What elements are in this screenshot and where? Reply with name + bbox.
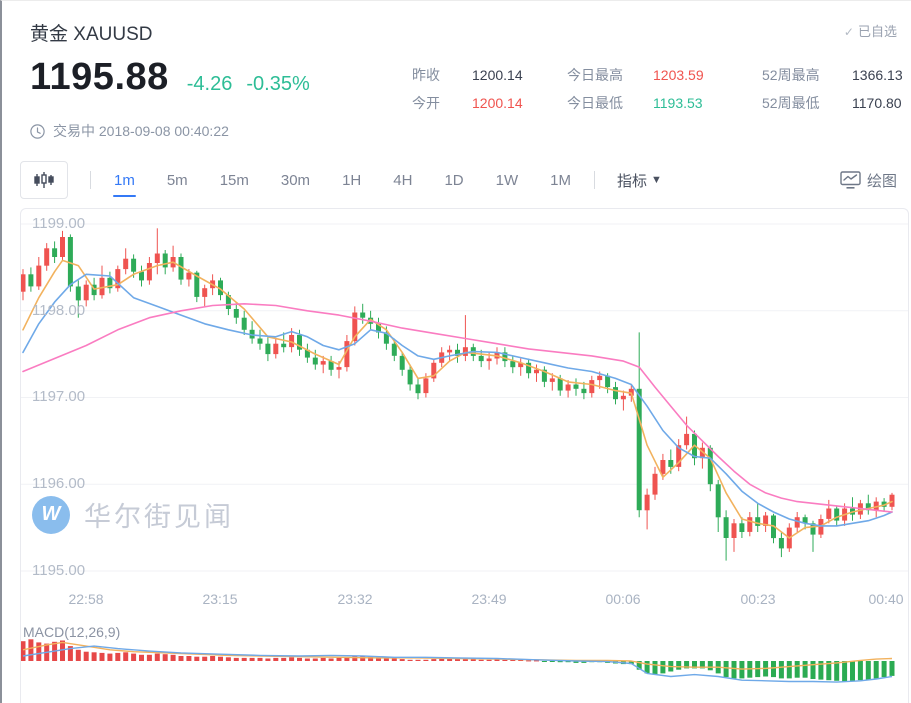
stat-open: 今开 1200.14 [412, 89, 523, 117]
stat-label: 今开 [412, 95, 440, 111]
tab-30m[interactable]: 30m [280, 171, 311, 189]
y-axis-tick: 1199.00 [32, 215, 86, 232]
market-status: 交易中 2018-09-08 00:40:22 [30, 121, 229, 141]
chart-toolbar: 1m 5m 15m 30m 1H 4H 1D 1W 1M 指标 ▼ 绘图 [20, 159, 897, 201]
y-axis-tick: 1198.00 [32, 302, 86, 319]
x-axis-tick: 23:49 [471, 591, 507, 607]
tab-1w[interactable]: 1W [495, 171, 519, 189]
stat-day-high: 今日最高 1203.59 [567, 61, 704, 89]
watermark-text: 华尔街见闻 [84, 502, 234, 532]
stat-label: 52周最低 [762, 95, 820, 111]
divider [593, 171, 595, 189]
page-title: 黄金 XAUUSD [30, 24, 153, 45]
chart-type-button[interactable] [20, 161, 68, 199]
tab-1d[interactable]: 1D [444, 171, 464, 189]
watermark: W 华尔街见闻 [32, 495, 234, 534]
stat-value: 1366.13 [852, 67, 903, 83]
tab-15m[interactable]: 15m [219, 171, 249, 189]
x-axis-tick: 22:58 [68, 591, 104, 607]
timeframe-tabs: 1m 5m 15m 30m 1H 4H 1D 1W 1M [113, 166, 572, 197]
x-axis-tick: 00:06 [605, 591, 641, 607]
stat-label: 今日最高 [567, 67, 623, 83]
chevron-down-icon: ▼ [650, 174, 662, 186]
stat-prev-close: 昨收 1200.14 [412, 61, 523, 89]
x-axis-tick: 23:15 [202, 591, 238, 607]
last-price: 1195.88 [30, 56, 169, 98]
stat-value: 1170.80 [852, 95, 902, 111]
stat-52w-high: 52周最高 1366.13 [762, 61, 903, 89]
stat-value: 1200.14 [472, 95, 523, 111]
indicator-dropdown[interactable]: 指标 ▼ [617, 170, 662, 191]
price-change-pct: -0.35% [246, 73, 310, 95]
tab-1h[interactable]: 1H [342, 171, 362, 189]
tab-1mo[interactable]: 1M [550, 171, 571, 189]
stat-value: 1200.14 [472, 67, 523, 83]
stat-label: 52周最高 [762, 67, 820, 83]
price-change: -4.26 [186, 73, 233, 95]
candlestick-icon [34, 172, 54, 188]
stat-value: 1193.53 [653, 95, 703, 111]
macd-indicator-label: MACD(12,26,9) [23, 624, 121, 640]
status-state: 交易中 [53, 123, 95, 139]
stat-label: 今日最低 [567, 95, 623, 111]
wallstreetcn-logo: W [32, 495, 70, 534]
favorited-toggle[interactable]: ✓ 已自选 [844, 21, 897, 40]
x-axis-tick: 00:40 [868, 591, 904, 607]
status-datetime: 2018-09-08 00:40:22 [98, 123, 229, 139]
y-axis-tick: 1195.00 [32, 562, 86, 579]
x-axis-tick: 00:23 [740, 591, 776, 607]
x-axis-tick: 23:32 [337, 591, 373, 607]
draw-label: 绘图 [866, 172, 897, 190]
drawing-icon [840, 171, 861, 189]
check-icon: ✓ [843, 25, 854, 39]
clock-icon [30, 123, 45, 139]
tab-5m[interactable]: 5m [166, 171, 188, 189]
divider [90, 171, 91, 189]
stat-52w-low: 52周最低 1170.80 [762, 89, 903, 117]
tab-4h[interactable]: 4H [393, 171, 413, 189]
stat-day-low: 今日最低 1193.53 [567, 89, 704, 117]
quote-block: 1195.88 -4.26 -0.35% [30, 53, 310, 101]
y-axis-tick: 1196.00 [32, 475, 86, 492]
stat-value: 1203.59 [653, 67, 704, 83]
favorited-label: 已自选 [857, 24, 897, 39]
tab-1m[interactable]: 1m [113, 166, 136, 197]
draw-button[interactable]: 绘图 [840, 170, 897, 191]
stat-label: 昨收 [412, 67, 440, 83]
indicator-label: 指标 [616, 172, 647, 190]
y-axis-tick: 1197.00 [32, 388, 86, 405]
